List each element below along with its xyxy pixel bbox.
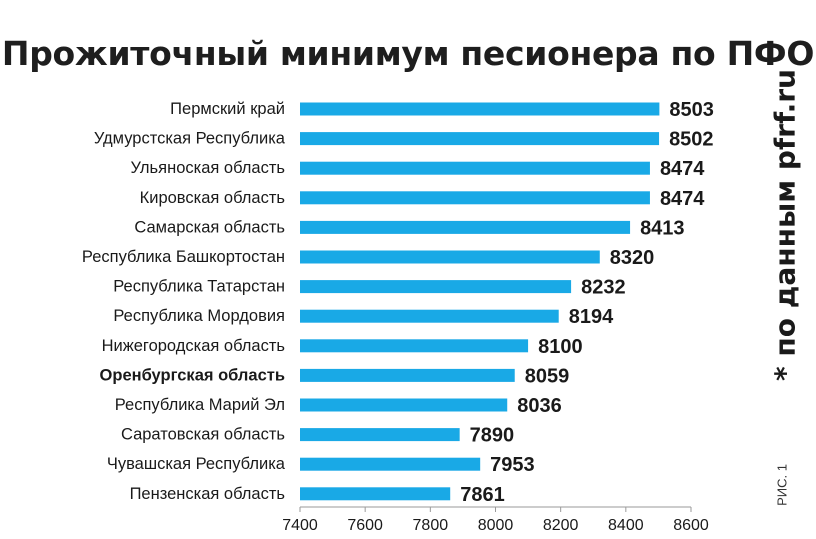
- value-label: 8232: [581, 277, 626, 299]
- value-label: 8503: [669, 99, 714, 121]
- x-tick-label: 7800: [413, 517, 449, 534]
- x-tick-label: 8200: [543, 517, 579, 534]
- value-label: 8320: [610, 247, 655, 269]
- category-label: Самарская область: [134, 218, 285, 236]
- value-label: 8036: [517, 395, 562, 417]
- category-label: Республика Мордовия: [113, 307, 285, 325]
- value-label: 8100: [538, 336, 583, 358]
- chart-title: Прожиточный минимум песионера по ПФО: [1, 34, 815, 73]
- value-label: 8502: [669, 129, 714, 151]
- category-label: Пензенская область: [130, 485, 285, 503]
- category-label: Республика Татарстан: [113, 278, 285, 296]
- x-tick-label: 8000: [478, 517, 514, 534]
- category-label: Оренбургская область: [100, 366, 285, 384]
- bar: [300, 339, 529, 353]
- source-note: * по данным pfrf.ru: [768, 69, 802, 381]
- value-label: 8194: [569, 306, 614, 328]
- value-label: 8059: [525, 365, 570, 387]
- category-label: Пермский край: [170, 100, 285, 118]
- bar: [300, 250, 600, 264]
- value-label: 7953: [490, 454, 534, 476]
- category-label: Саратовская область: [121, 426, 285, 444]
- bar: [300, 457, 481, 471]
- figure-label: РИС. 1: [774, 464, 790, 506]
- x-tick-label: 8400: [608, 517, 644, 534]
- bar: [300, 132, 660, 146]
- category-label: Республика Башкортостан: [82, 248, 285, 266]
- bar: [300, 220, 631, 234]
- x-axis: 7400 7600 7800 8000 8200 8400 8600: [282, 506, 709, 534]
- x-tick-label: 8600: [673, 517, 709, 534]
- bar: [300, 487, 451, 501]
- value-label: 8413: [640, 217, 685, 239]
- value-label: 7890: [470, 425, 515, 447]
- x-tick-label: 7400: [282, 517, 318, 534]
- x-tick-label: 7600: [347, 517, 383, 534]
- category-label: Чувашская Республика: [107, 455, 286, 473]
- value-label: 7861: [460, 484, 505, 506]
- bar: [300, 280, 572, 294]
- bar: [300, 191, 650, 205]
- value-labels: 8503 8502 8474 8474 8413 8320 8232 8194 8100 8059…: [460, 99, 714, 506]
- category-labels: Пермский край Удмурстская Республика Ульян…: [82, 100, 286, 503]
- bar: [300, 428, 460, 442]
- bar: [300, 398, 508, 412]
- category-label: Кировская область: [140, 189, 285, 207]
- bar: [300, 161, 650, 175]
- bars: [300, 102, 660, 501]
- category-label: Ульяноская область: [131, 159, 285, 177]
- bar: [300, 309, 559, 323]
- category-label: Удмурстская Республика: [94, 130, 286, 148]
- category-label: Республика Марий Эл: [115, 396, 285, 414]
- bar: [300, 102, 660, 116]
- value-label: 8474: [660, 158, 705, 180]
- value-label: 8474: [660, 188, 705, 210]
- bar: [300, 368, 515, 382]
- category-label: Нижегородская область: [102, 337, 285, 355]
